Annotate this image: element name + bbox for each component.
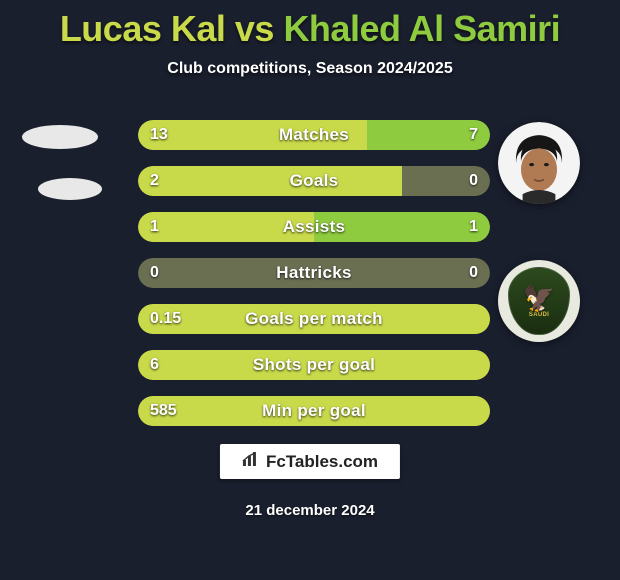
comparison-subtitle: Club competitions, Season 2024/2025 [0, 60, 620, 78]
stat-label: Shots per goal [138, 350, 490, 380]
vs-separator: vs [225, 8, 283, 49]
stat-value-left: 13 [150, 120, 168, 150]
stat-value-left: 2 [150, 166, 159, 196]
stat-row: Matches13 7 [138, 120, 490, 150]
stat-label: Min per goal [138, 396, 490, 426]
stat-value-right: 1 [469, 212, 478, 242]
stat-value-left: 6 [150, 350, 159, 380]
player-a-avatar-placeholder [22, 125, 98, 149]
comparison-chart: Matches137Goals20Assists11Hattricks00Goa… [138, 120, 490, 442]
stat-value-left: 0.15 [150, 304, 181, 334]
stat-row: Min per goal585 [138, 396, 490, 426]
stat-row: Goals2 0 [138, 166, 490, 196]
stat-label: Goals per match [138, 304, 490, 334]
stat-row: Goals per match0.15 [138, 304, 490, 334]
stat-row: Hattricks0 0 [138, 258, 490, 288]
stat-value-left: 0 [150, 258, 159, 288]
stat-label: Matches [138, 120, 490, 150]
stat-value-right: 7 [469, 120, 478, 150]
player-b-club-badge: 🦅 SAUDI [498, 260, 580, 342]
stat-label: Goals [138, 166, 490, 196]
stat-label: Assists [138, 212, 490, 242]
player-a-name: Lucas Kal [60, 8, 226, 49]
footer-date: 21 december 2024 [245, 502, 374, 519]
stat-row: Shots per goal6 [138, 350, 490, 380]
club-bird-icon: 🦅 [523, 285, 555, 311]
chart-icon [242, 451, 260, 472]
player-b-avatar [498, 122, 580, 204]
stat-value-right: 0 [469, 166, 478, 196]
stat-value-left: 585 [150, 396, 177, 426]
stat-value-right: 0 [469, 258, 478, 288]
player-a-avatar-placeholder [38, 178, 102, 200]
comparison-title: Lucas Kal vs Khaled Al Samiri [0, 0, 620, 50]
source-badge: FcTables.com [220, 444, 400, 479]
source-text: FcTables.com [266, 452, 378, 472]
player-b-name: Khaled Al Samiri [283, 8, 560, 49]
stat-label: Hattricks [138, 258, 490, 288]
stat-row: Assists1 1 [138, 212, 490, 242]
stat-value-left: 1 [150, 212, 159, 242]
